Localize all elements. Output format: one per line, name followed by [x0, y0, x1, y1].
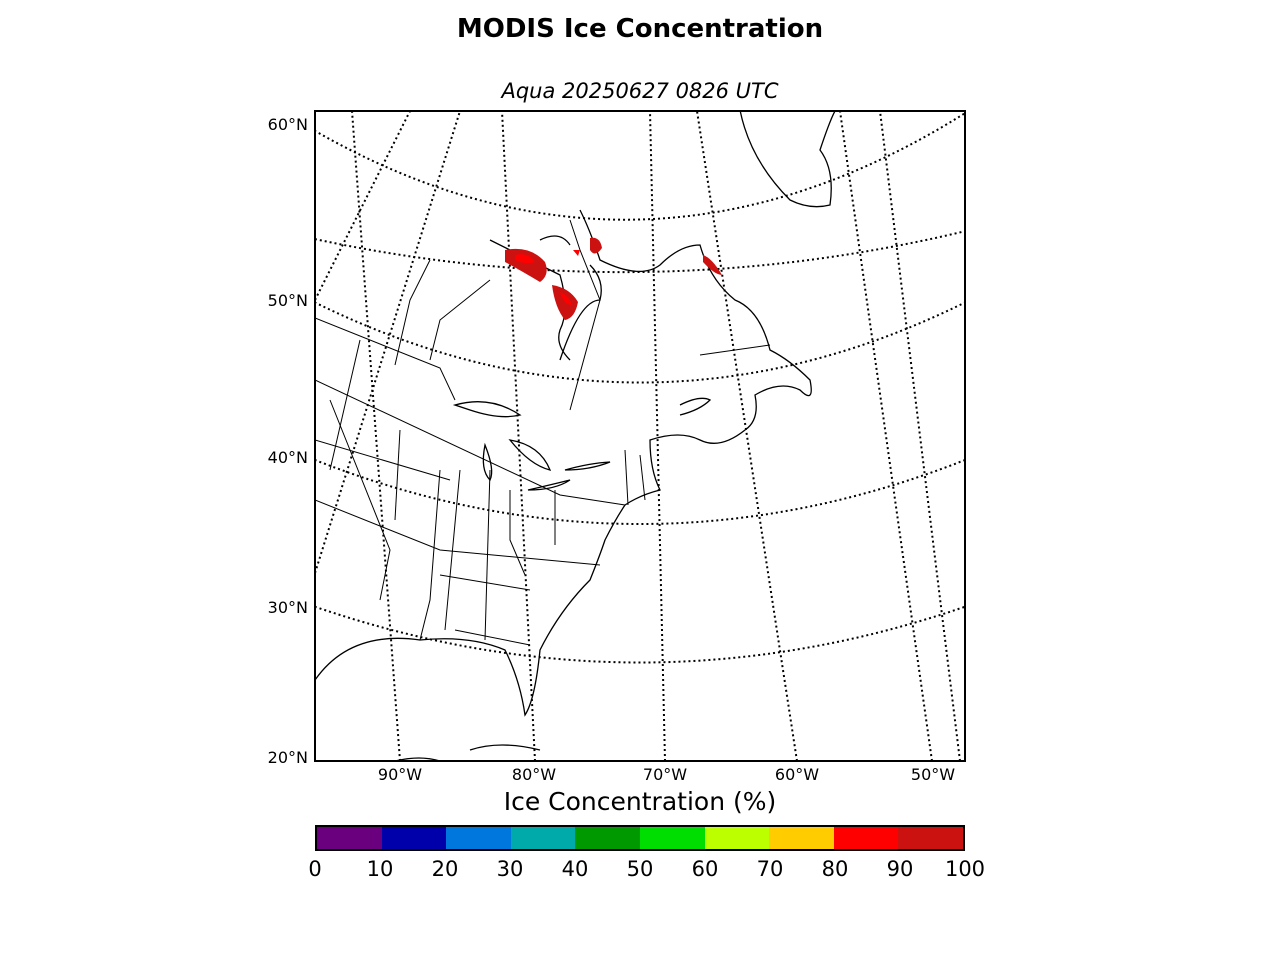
- colorbar-segment: [317, 827, 382, 849]
- map-frame: [314, 110, 966, 762]
- colorbar-segment: [446, 827, 511, 849]
- colorbar-tick-label: 20: [431, 857, 459, 881]
- colorbar-tick-label: 60: [691, 857, 719, 881]
- colorbar-segment: [381, 827, 447, 849]
- colorbar-tick-label: 10: [366, 857, 394, 881]
- coastlines: [315, 111, 836, 761]
- lat-label: 30°N: [267, 598, 308, 617]
- lon-label: 60°W: [774, 765, 820, 784]
- colorbar-segment: [639, 827, 705, 849]
- colorbar-tick-label: 30: [496, 857, 524, 881]
- lat-label: 50°N: [267, 291, 308, 310]
- figure-subtitle: Aqua 20250627 0826 UTC: [501, 79, 779, 103]
- great-lakes: [452, 401, 611, 491]
- colorbar-tick-label: 0: [308, 857, 322, 881]
- colorbar-segment: [575, 827, 640, 849]
- lat-label: 60°N: [267, 115, 308, 134]
- colorbar-segment: [510, 827, 576, 849]
- ice-concentration-patches: [505, 237, 722, 320]
- lat-label: 40°N: [267, 448, 308, 467]
- lon-label: 80°W: [511, 765, 557, 784]
- colorbar-tick-label: 80: [821, 857, 849, 881]
- colorbar-tick-label: 70: [756, 857, 784, 881]
- colorbar-label: Ice Concentration (%): [503, 787, 777, 816]
- longitude-graticule: [315, 111, 961, 761]
- colorbar-tick-label: 50: [626, 857, 654, 881]
- political-borders: [315, 219, 771, 646]
- lon-label: 70°W: [642, 765, 688, 784]
- colorbar-segment: [898, 827, 963, 849]
- colorbar-tick-label: 100: [944, 857, 986, 881]
- lat-label: 20°N: [267, 748, 308, 767]
- colorbar-segment: [833, 827, 899, 849]
- colorbar: [315, 825, 965, 851]
- lon-label: 90°W: [377, 765, 423, 784]
- colorbar-segment: [704, 827, 770, 849]
- lon-label: 50°W: [910, 765, 956, 784]
- latitude-graticule: [315, 111, 965, 664]
- colorbar-tick-label: 90: [886, 857, 914, 881]
- figure-title: MODIS Ice Concentration: [456, 14, 824, 44]
- colorbar-tick-label: 40: [561, 857, 589, 881]
- colorbar-segment: [769, 827, 834, 849]
